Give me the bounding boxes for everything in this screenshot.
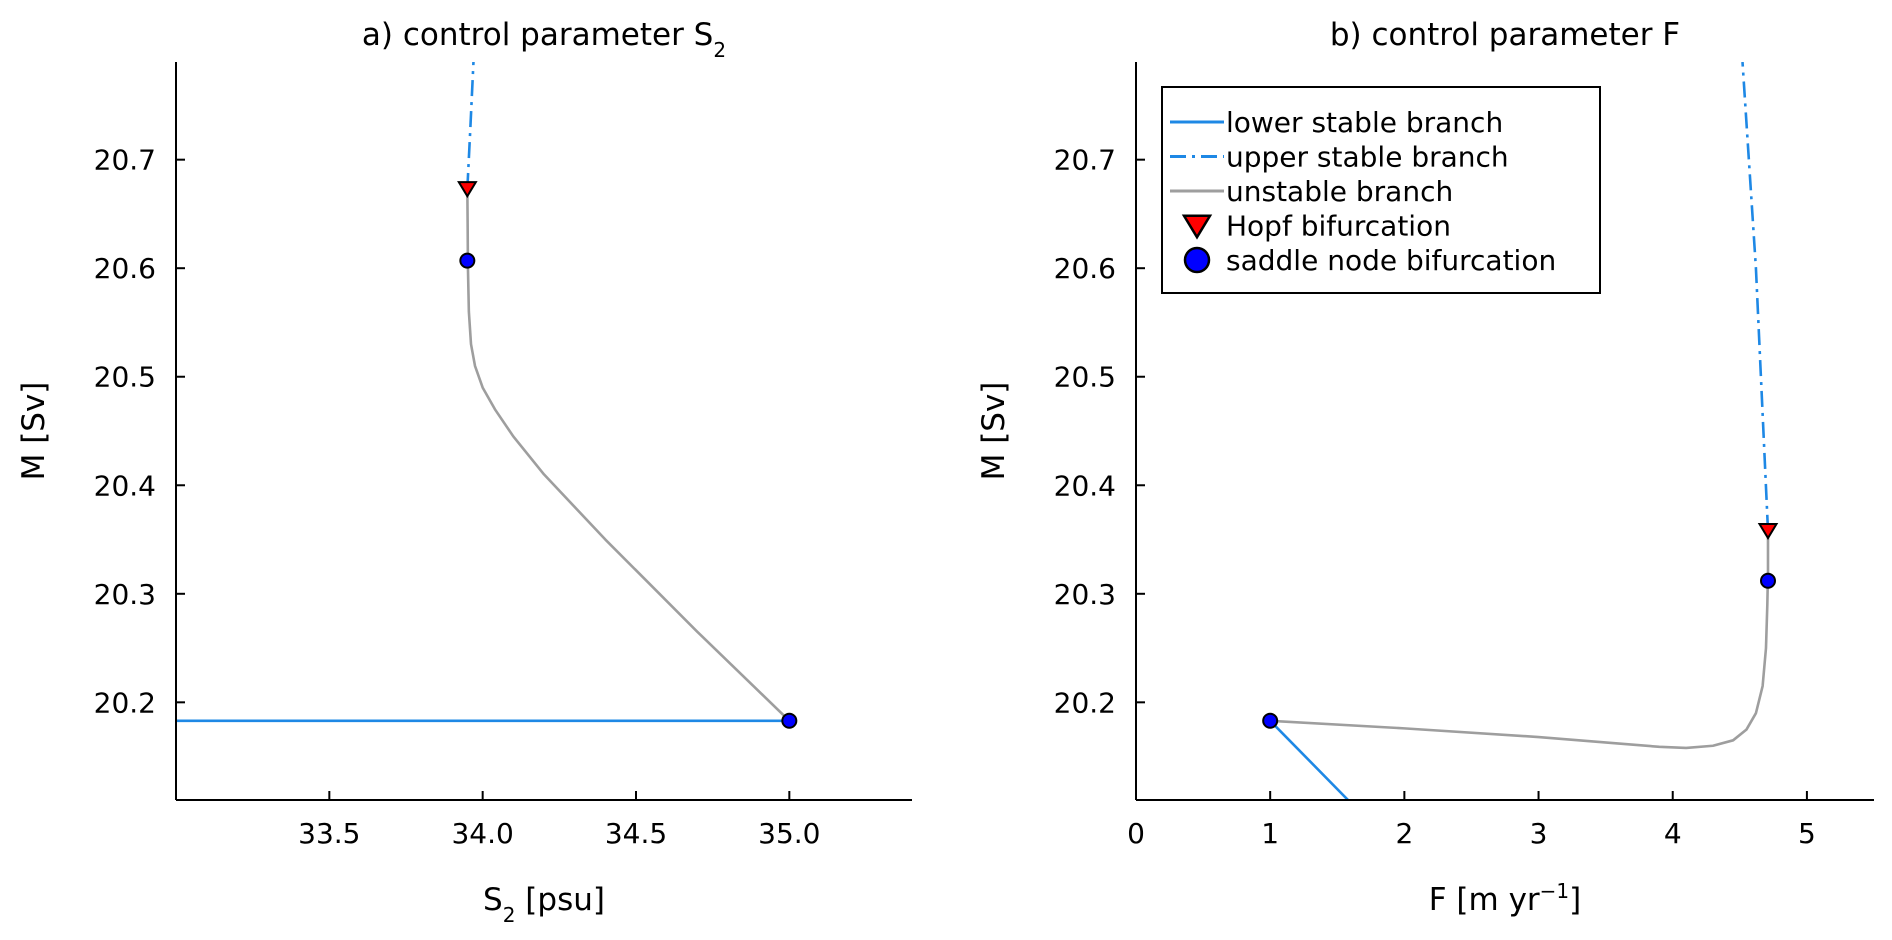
- panel-b-y-tick-label: 20.2: [1054, 686, 1116, 719]
- panel-b-y-tick-label: 20.5: [1054, 361, 1116, 394]
- panel-b-x-tick-label: 5: [1798, 817, 1816, 850]
- panel-b-x-axis-label: F [m yr−1]: [1429, 879, 1582, 918]
- panel-a-upper-branch-line: [466, 62, 475, 190]
- legend-saddle-label: saddle node bifurcation: [1226, 244, 1556, 277]
- legend-hopf-label: Hopf bifurcation: [1226, 210, 1451, 243]
- panel-b-y-tick-label: 20.3: [1054, 578, 1116, 611]
- panel-a-title: a) control parameter S2: [362, 17, 726, 62]
- panel-a-y-tick-label: 20.4: [94, 469, 156, 502]
- panel-b-title: b) control parameter F: [1330, 17, 1680, 53]
- panel-a-plot-area: [176, 62, 798, 729]
- panel-b-y-axis-label: M [Sv]: [976, 382, 1012, 481]
- panel-a-saddle-bifurcation-marker-1: [459, 252, 476, 269]
- panel-a-y-tick-label: 20.2: [94, 686, 156, 719]
- panel-a-x-tick-label: 34.5: [605, 817, 667, 850]
- panel-b-x-tick-label: 1: [1261, 817, 1279, 850]
- panel-a-chart: a) control parameter S2 33.5 34.0 34.5 35.0…: [16, 17, 912, 927]
- panel-a-axes: 33.5 34.0 34.5 35.0 20.2 20.3 20.4 20.5 20.6 20.7: [94, 62, 912, 850]
- panel-a-y-tick-label: 20.3: [94, 578, 156, 611]
- panel-b-y-tick-label: 20.4: [1054, 469, 1116, 502]
- panel-b-y-tick-label: 20.6: [1054, 252, 1116, 285]
- panel-a-saddle-bifurcation-marker-0: [781, 712, 798, 729]
- panel-a-unstable-branch-line: [466, 188, 791, 722]
- panel-b-x-tick-label: 4: [1664, 817, 1682, 850]
- legend-upper-label: upper stable branch: [1226, 141, 1509, 174]
- panel-b-unstable-branch-line: [1270, 530, 1770, 750]
- panel-a-x-axis-label: S2 [psu]: [483, 882, 605, 927]
- panel-a-x-tick-label: 34.0: [451, 817, 513, 850]
- panel-b-axes: 0 1 2 3 4 5 20.2 20.3 20.4 20.5 20.6 20.7: [1054, 62, 1874, 850]
- legend-hopf-marker: [1181, 214, 1213, 240]
- panel-b-y-tick-label: 20.7: [1054, 144, 1116, 177]
- panel-a-y-tick-label: 20.7: [94, 144, 156, 177]
- panel-b-plot-area: [1262, 62, 1779, 800]
- panel-a-x-tick-label: 33.5: [298, 817, 360, 850]
- legend-lower-label: lower stable branch: [1226, 106, 1503, 139]
- panel-b-saddle-bifurcation-marker-0: [1262, 712, 1279, 729]
- panel-a-x-tick-label: 35.0: [758, 817, 820, 850]
- legend-unstable-label: unstable branch: [1226, 175, 1453, 208]
- legend-saddle-marker: [1183, 246, 1211, 274]
- panel-b-chart: b) control parameter F 0 1 2 3 4 5 20.2 20.3 20.…: [976, 17, 1874, 918]
- panel-a-y-tick-label: 20.6: [94, 252, 156, 285]
- panel-b-x-tick-label: 0: [1127, 817, 1145, 850]
- panel-b-saddle-bifurcation-marker-1: [1759, 572, 1776, 589]
- panel-b-x-tick-label: 2: [1395, 817, 1413, 850]
- panel-a-y-axis-label: M [Sv]: [16, 382, 52, 481]
- legend-box: [1161, 86, 1601, 294]
- panel-b-x-tick-label: 3: [1530, 817, 1548, 850]
- panel-b-upper-branch-line: [1741, 62, 1770, 531]
- panel-b-hopf-bifurcation-marker-2: [1757, 523, 1779, 541]
- panel-a-hopf-bifurcation-marker-2: [457, 181, 478, 199]
- panel-b-lower-branch-line: [1269, 719, 1349, 800]
- panel-a-y-tick-label: 20.5: [94, 361, 156, 394]
